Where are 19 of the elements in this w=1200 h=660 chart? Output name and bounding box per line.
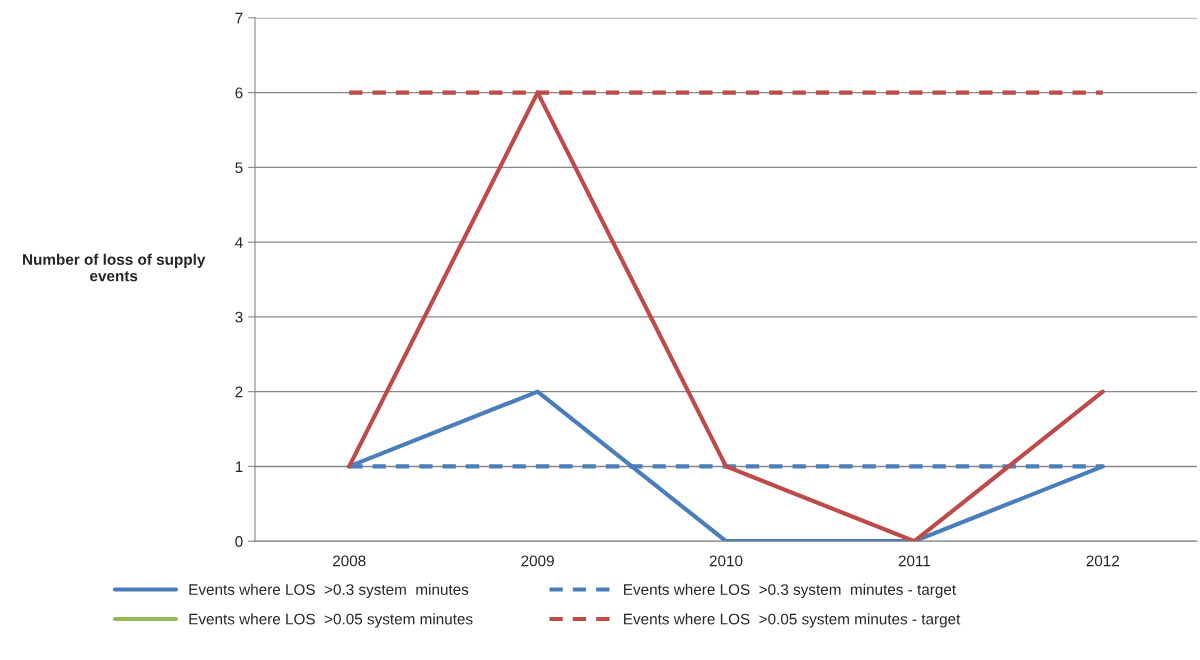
- y-axis-title: Number of loss of supply events: [23, 253, 206, 282]
- legend-label: Events where LOS >0.3 system minutes - target: [624, 583, 956, 598]
- x-tick-label: 2011: [898, 555, 931, 567]
- x-tick-label: 2009: [521, 555, 554, 567]
- y-tick-label: 2: [235, 386, 243, 398]
- y-tick-label: 0: [235, 536, 243, 547]
- x-tick-label: 2010: [709, 555, 743, 567]
- legend-label: Events where LOS >0.05 system minutes - target: [624, 613, 961, 628]
- y-tick-label: 1: [235, 461, 243, 472]
- line-series: [347, 90, 1105, 542]
- y-tick-label: 7: [235, 12, 243, 24]
- y-tick-label: 5: [235, 162, 243, 174]
- y-tick-label: 4: [235, 237, 243, 248]
- x-tick-label: 2012: [1086, 555, 1120, 567]
- legend-label: Events where LOS >0.3 system minutes: [189, 583, 469, 598]
- legend-label: Events where LOS >0.05 system minutes: [189, 613, 473, 628]
- y-tick-label: 6: [235, 87, 243, 99]
- y-tick-label: 3: [235, 311, 243, 323]
- x-tick-label: 2008: [332, 555, 366, 567]
